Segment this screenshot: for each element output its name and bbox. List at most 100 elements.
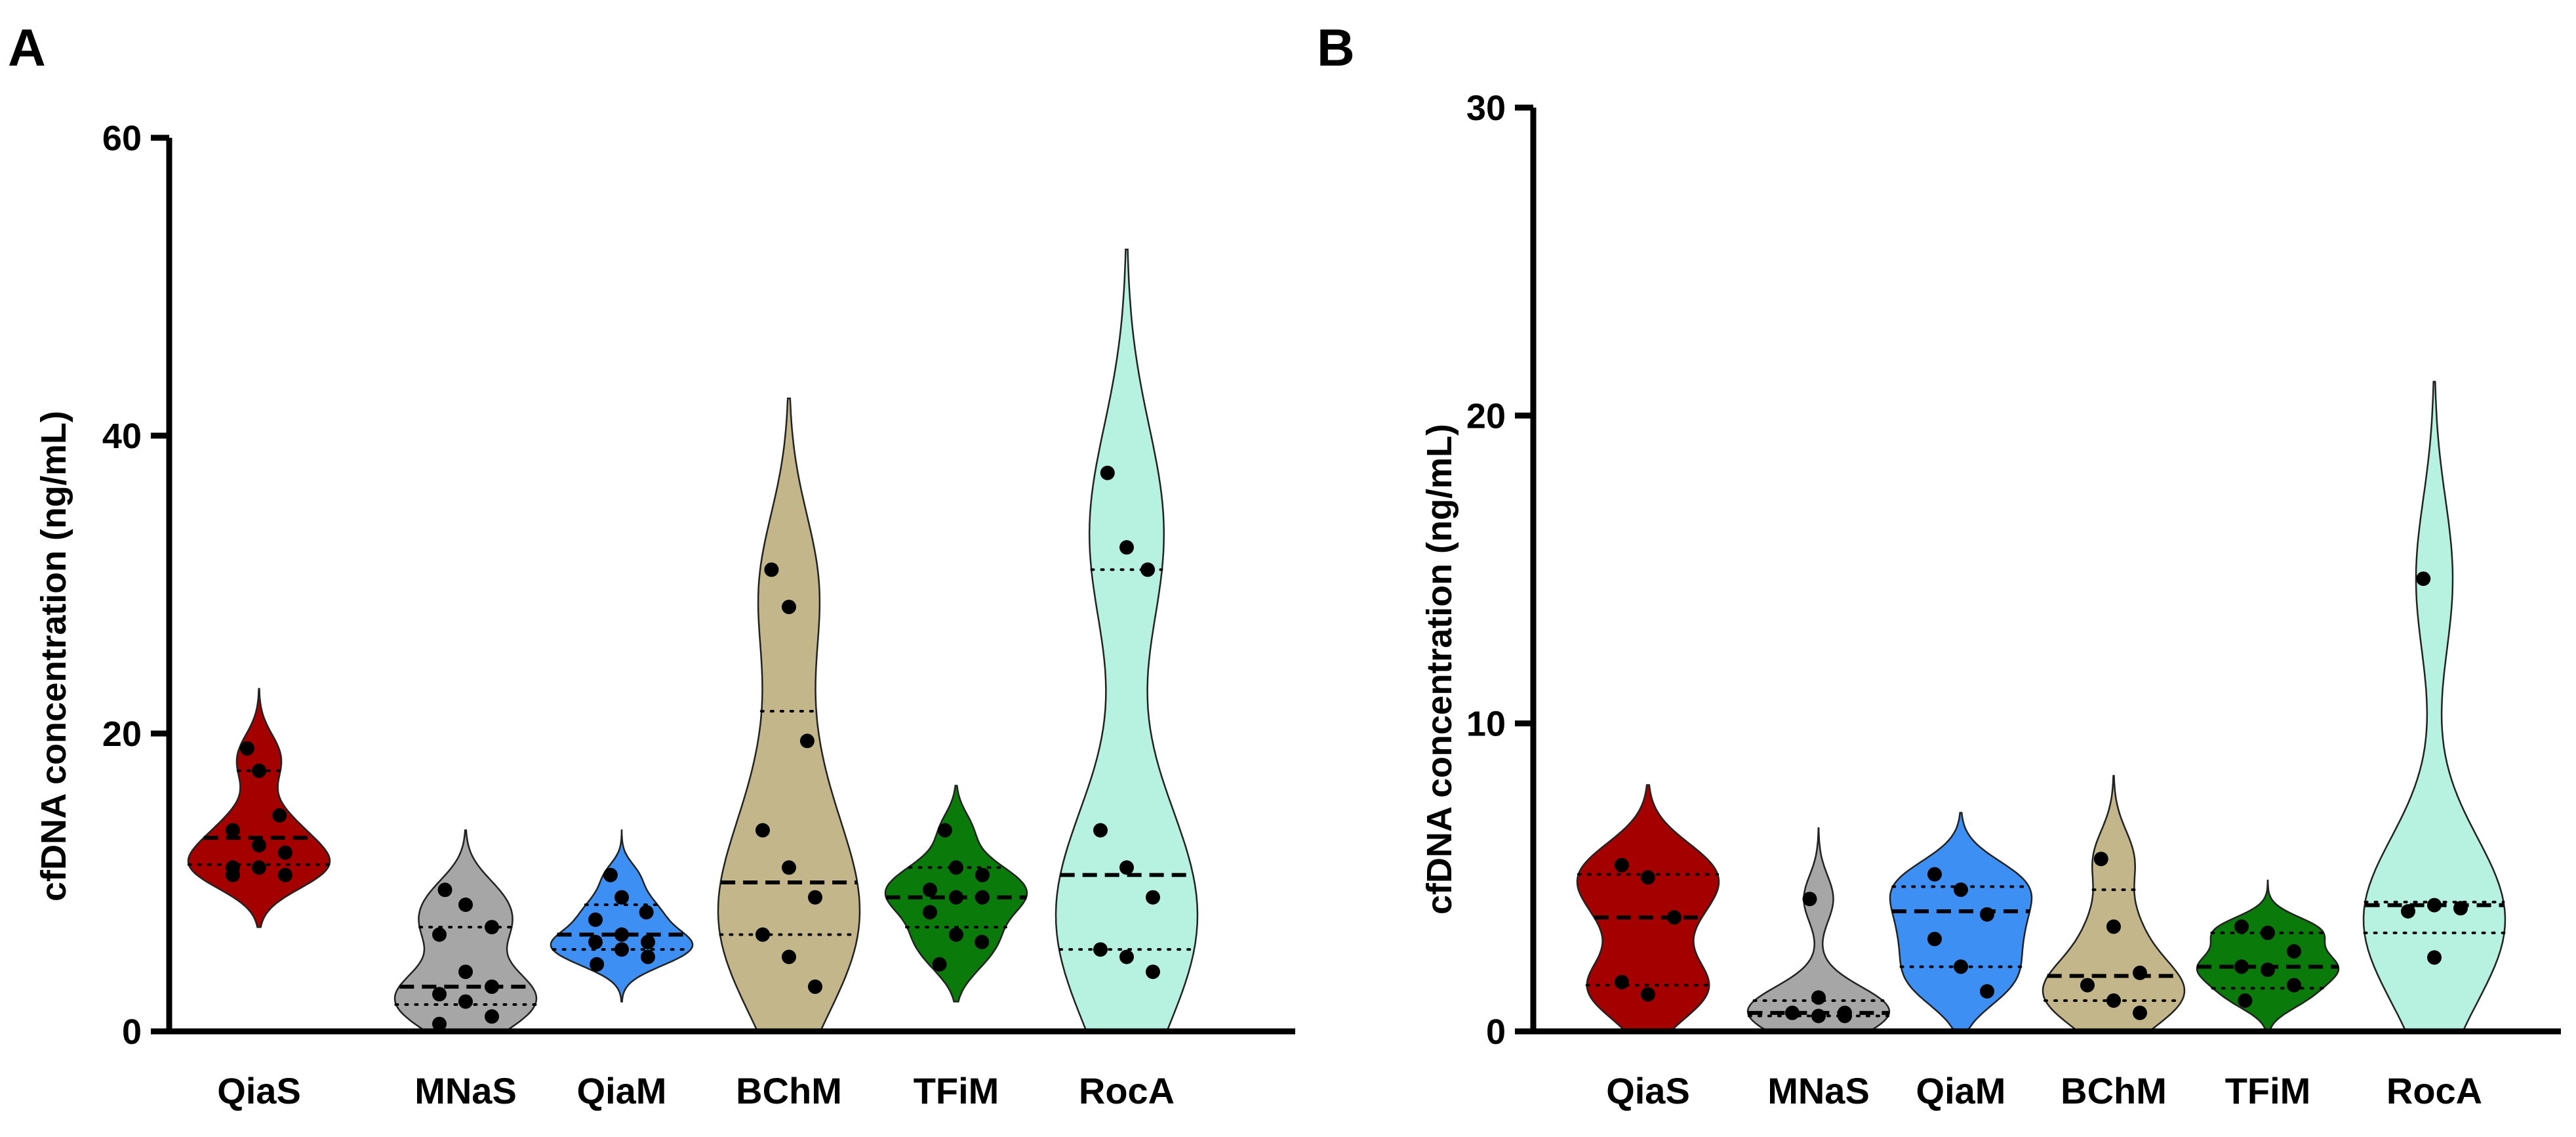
panel-a-violin-roca — [1055, 249, 1199, 1033]
panel-b-violin-qias — [1576, 784, 1720, 1033]
panel-a-mnas-data-point — [485, 920, 499, 935]
panel-a-bchm-data-point — [782, 949, 796, 964]
panel-b-violin-bchm — [2042, 775, 2186, 1033]
panel-b-category-label-qias: QiaS — [1606, 1070, 1690, 1111]
panel-b-violin-group-tfim — [2196, 879, 2340, 1033]
panel-a-axes: QiaS MNaS QiaM BChM TFiM RocA 0 20 40 60 — [102, 119, 1295, 1111]
panel-a-violins — [187, 249, 1199, 1033]
panel-a-violin-group-qias — [187, 688, 331, 928]
panel-b-mnas-data-point — [1811, 1008, 1826, 1023]
panel-b-qias-data-point — [1641, 870, 1655, 885]
panel-b-y-tick-label: 30 — [1466, 89, 1506, 128]
panel-b-y-axis-title: cfDNA concentration (ng/mL) — [1420, 424, 1459, 915]
panel-b-mnas-data-point — [1838, 1008, 1852, 1023]
panel-a-roca-data-point — [1119, 949, 1134, 964]
panel-a-violin-bchm — [717, 398, 861, 1033]
panel-a-category-label-qias: QiaS — [217, 1070, 301, 1111]
panel-a-mnas-data-point — [485, 1009, 499, 1024]
panel-b-violin-roca — [2362, 381, 2506, 1033]
panel-a-qiam-data-point — [641, 949, 655, 964]
panel-a-violin-group-tfim — [884, 785, 1028, 1003]
panel-a-roca-data-point — [1119, 540, 1134, 555]
panel-a-violin-qiam — [550, 829, 694, 1003]
panel-b-qias-data-point — [1641, 987, 1655, 1002]
panel-a-qiam-data-point — [614, 890, 629, 905]
panel-a-bchm-data-point — [808, 979, 822, 994]
panel-a-tfim-data-point — [923, 882, 937, 898]
panel-a-category-label-qiam: QiaM — [577, 1070, 667, 1111]
panel-b-roca-data-point — [2427, 950, 2442, 965]
panel-b-violin-group-roca — [2362, 381, 2506, 1033]
panel-a-tfim-data-point — [949, 860, 963, 875]
panel-a-violin-mnas — [393, 829, 538, 1033]
panel-a-qiam-data-point — [588, 912, 603, 927]
panel-a-qiam-data-point — [590, 957, 605, 972]
panel-b-qias-data-point — [1615, 974, 1629, 989]
panel-b-mnas-data-point — [1802, 892, 1817, 907]
panel-a-qias-data-point — [278, 845, 292, 860]
panel-b-qiam-data-point — [1927, 932, 1942, 947]
panel-a-tfim-data-point — [975, 890, 990, 905]
panel-b-tfim-data-point — [2287, 978, 2301, 993]
panel-a-bchm-data-point — [799, 734, 815, 749]
panel-a-roca-data-point — [1146, 964, 1160, 980]
panel-b-tfim-data-point — [2234, 919, 2249, 934]
panel-a-letter: A — [8, 18, 46, 77]
panel-a-tfim-data-point — [932, 957, 947, 972]
panel-a-mnas-data-point — [437, 882, 453, 898]
panel-a-tfim-data-point — [949, 927, 963, 942]
panel-b-mnas-data-point — [1785, 1005, 1800, 1020]
panel-a-violin-group-bchm — [717, 398, 861, 1033]
panel-a-y-tick-label: 20 — [102, 714, 142, 754]
panel-b-violin-group-mnas — [1746, 827, 1891, 1033]
panel-a-mnas-data-point — [458, 898, 473, 912]
panel-a-bchm-data-point — [755, 823, 770, 838]
panel-b-violin-group-qiam — [1889, 812, 2033, 1033]
panel-b-tfim-data-point — [2234, 959, 2249, 974]
panel-a-tfim-data-point — [975, 934, 990, 949]
panel-b-mnas-data-point — [1811, 990, 1826, 1005]
panel-a-bchm-data-point — [782, 600, 796, 615]
panel-b-category-label-bchm: BChM — [2061, 1070, 2167, 1111]
panel-b-y-tick-label: 0 — [1486, 1012, 1506, 1052]
panel-b-qias-data-point — [1615, 858, 1629, 873]
panel-a-category-label-roca: RocA — [1079, 1070, 1175, 1111]
panel-a-qias-data-point — [278, 867, 292, 882]
panel-b-tfim-data-point — [2261, 962, 2275, 978]
panel-a-qias-data-point — [252, 838, 266, 853]
panel-a-qias-data-point — [226, 823, 240, 838]
panel-a-qiam-data-point — [588, 934, 603, 949]
panel-a-bchm-data-point — [764, 562, 779, 577]
panel-a-violin-group-qiam — [550, 829, 694, 1003]
panel-a-chart: A cfDNA concentration (ng/mL) QiaS MNaS Qi… — [8, 18, 1295, 1111]
panel-b-category-label-qiam: QiaM — [1916, 1070, 2006, 1111]
panel-a-bchm-data-point — [755, 927, 770, 942]
panel-a-tfim-data-point — [937, 823, 952, 838]
panel-b-violin-group-bchm — [2042, 775, 2186, 1033]
panel-b-letter: B — [1317, 18, 1355, 77]
panel-a-qias-data-point — [252, 763, 266, 778]
panel-a-mnas-data-point — [432, 1016, 447, 1031]
panel-a-tfim-data-point — [923, 905, 937, 920]
panel-a-category-label-mnas: MNaS — [414, 1070, 517, 1111]
panel-a-y-axis-title: cfDNA concentration (ng/mL) — [34, 411, 73, 901]
panel-b-bchm-data-point — [2106, 919, 2121, 934]
panel-b-tfim-data-point — [2238, 993, 2253, 1008]
panel-a-bchm-data-point — [808, 890, 822, 905]
panel-a-mnas-data-point — [485, 979, 499, 994]
panel-a-mnas-data-point — [458, 994, 473, 1009]
panel-b-axes: QiaS MNaS QiaM BChM TFiM RocA 0 10 20 30 — [1466, 89, 2561, 1111]
panel-b-roca-data-point — [2401, 904, 2415, 919]
panel-b-chart: B cfDNA concentration (ng/mL) QiaS MNaS Qi… — [1317, 18, 2561, 1111]
panel-a-qiam-data-point — [614, 942, 629, 957]
panel-b-tfim-data-point — [2261, 925, 2275, 940]
panel-b-bchm-data-point — [2133, 965, 2147, 980]
panel-b-category-label-tfim: TFiM — [2225, 1070, 2311, 1111]
panel-a-qias-data-point — [226, 867, 240, 882]
panel-a-qiam-data-point — [603, 867, 618, 882]
panel-a-y-tick-label: 60 — [102, 119, 142, 158]
panel-b-tfim-data-point — [2287, 944, 2301, 959]
panel-b-bchm-data-point — [2106, 993, 2121, 1008]
panel-b-violin-group-qias — [1576, 784, 1720, 1033]
